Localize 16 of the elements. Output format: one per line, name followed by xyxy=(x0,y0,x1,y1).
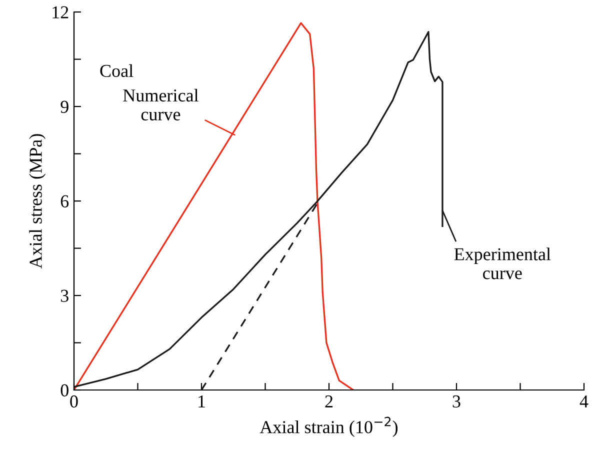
x-tick-label: 3 xyxy=(452,395,460,408)
annotation: Experimental curve xyxy=(454,248,551,280)
y-tick-label: 12 xyxy=(52,6,68,18)
x-tick-label: 1 xyxy=(198,395,205,408)
y-tick-label: 3 xyxy=(60,290,68,302)
line-series xyxy=(74,22,354,390)
y-axis-title: Axial stress (MPa) xyxy=(29,134,46,269)
annotation: Coal xyxy=(100,64,134,77)
y-tick-label: 0 xyxy=(60,384,68,396)
x-tick-label: 4 xyxy=(580,396,588,408)
annotation: Numerical curve xyxy=(123,88,198,120)
x-tick-label: 2 xyxy=(325,395,333,408)
x-axis-title: Axial strain (10$^{−2}$) xyxy=(260,416,398,437)
y-tick-label: 9 xyxy=(60,100,68,113)
x-tick-label: 0 xyxy=(70,395,78,408)
y-tick-label: 6 xyxy=(60,195,69,208)
